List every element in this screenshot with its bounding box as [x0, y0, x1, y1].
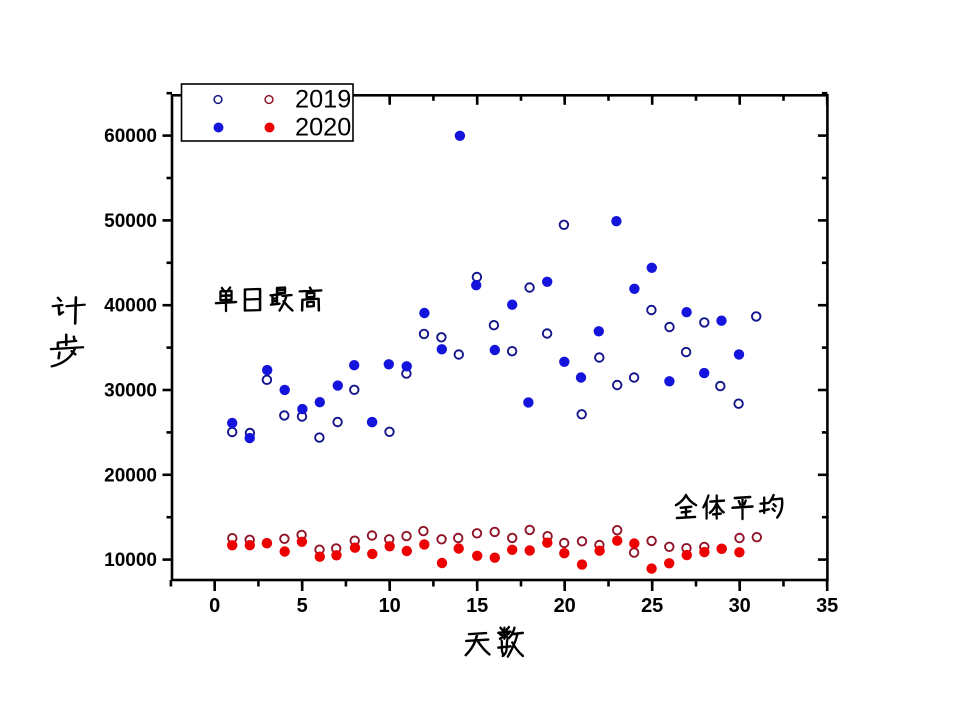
svg-text:25: 25	[641, 595, 663, 617]
svg-text:30: 30	[729, 595, 751, 617]
svg-text:5: 5	[297, 595, 308, 617]
svg-text:10000: 10000	[104, 550, 157, 571]
svg-text:20000: 20000	[104, 465, 157, 486]
svg-text:2020: 2020	[295, 114, 351, 142]
svg-text:10: 10	[379, 595, 401, 617]
svg-text:30000: 30000	[104, 381, 157, 402]
svg-text:50000: 50000	[104, 211, 157, 232]
svg-text:60000: 60000	[104, 126, 157, 147]
svg-text:15: 15	[466, 595, 488, 617]
svg-text:40000: 40000	[104, 296, 157, 317]
svg-text:2019: 2019	[295, 86, 351, 114]
svg-text:35: 35	[816, 595, 838, 617]
svg-text:0: 0	[209, 595, 220, 617]
svg-text:20: 20	[554, 595, 576, 617]
